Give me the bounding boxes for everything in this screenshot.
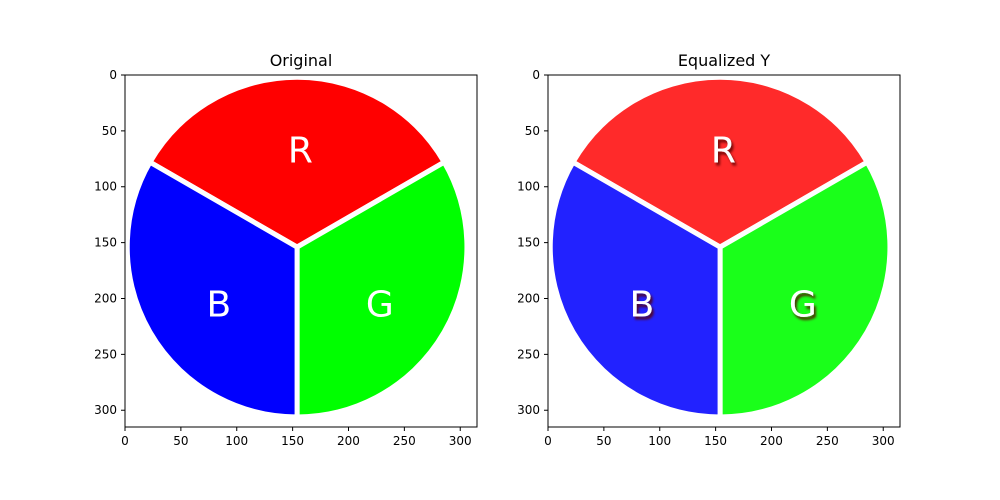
sector-g: [717, 158, 893, 420]
y-tick-label: 100: [94, 180, 117, 194]
panel-original: R G B 0 50 100 150 200 250 300 0 50 100 150 200 250 300 O…: [94, 51, 478, 448]
y-tick-label: 200: [517, 291, 540, 305]
sector-g: [294, 158, 470, 420]
y-tick-label: 0: [532, 68, 540, 82]
y-tick-label: 0: [109, 68, 117, 82]
y-tick-label: 250: [517, 347, 540, 361]
panel-title: Original: [270, 51, 333, 70]
x-tick-label: 250: [816, 434, 839, 448]
x-tick-label: 150: [281, 434, 304, 448]
y-tick-label: 50: [102, 124, 117, 138]
sector-label-b: B: [207, 285, 232, 326]
y-tick-label: 50: [525, 124, 540, 138]
y-tick-label: 200: [94, 291, 117, 305]
sector-label-b: B: [630, 285, 655, 326]
image-content: R G B: [548, 75, 893, 420]
y-tick-label: 150: [517, 236, 540, 250]
x-tick-label: 0: [544, 434, 552, 448]
sector-b: [548, 158, 723, 420]
x-tick-label: 300: [872, 434, 895, 448]
sector-label-r: R: [288, 130, 313, 171]
x-tick-label: 0: [121, 434, 129, 448]
sector-label-g: G: [366, 285, 394, 326]
y-tick-label: 150: [94, 236, 117, 250]
panel-title: Equalized Y: [678, 51, 771, 70]
x-tick-label: 100: [225, 434, 248, 448]
x-tick-label: 200: [760, 434, 783, 448]
x-tick-label: 300: [449, 434, 472, 448]
x-tick-label: 100: [648, 434, 671, 448]
sector-label-g: G: [789, 285, 817, 326]
sector-r: [146, 75, 448, 250]
sector-r: [569, 75, 871, 250]
y-tick-label: 100: [517, 180, 540, 194]
y-tick-label: 300: [517, 403, 540, 417]
panel-equalized-y: R G B 0 50 100 150 200 250 300 0 50 100 150 200 250 300 E…: [517, 51, 901, 448]
axes-frame: [124, 74, 478, 428]
y-tick-label: 300: [94, 403, 117, 417]
x-tick-label: 250: [393, 434, 416, 448]
x-tick-label: 150: [704, 434, 727, 448]
axes-frame: [547, 74, 901, 428]
sector-label-r: R: [711, 130, 736, 171]
sector-b: [125, 158, 300, 420]
y-tick-label: 250: [94, 347, 117, 361]
x-tick-label: 50: [596, 434, 611, 448]
x-tick-label: 200: [337, 434, 360, 448]
image-content: R G B: [125, 75, 470, 420]
x-tick-label: 50: [173, 434, 188, 448]
